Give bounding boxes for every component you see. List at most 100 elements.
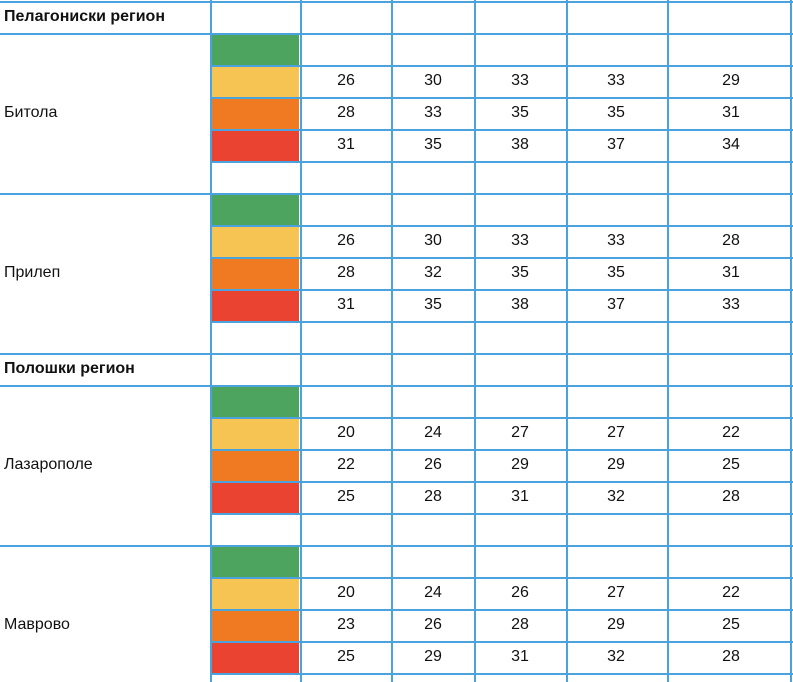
green-level-swatch [212,35,299,65]
yellow-level-swatch [212,227,299,257]
table-cell: 27 [607,424,625,441]
table-cell: 29 [607,456,625,473]
table-cell: 29 [424,648,442,665]
table-cell: 25 [722,456,740,473]
city-name: Маврово [4,616,70,633]
city-name: Прилеп [4,264,61,281]
table-cell: 34 [722,136,740,153]
column-divider [210,0,212,682]
table-cell: 26 [424,616,442,633]
table-cell: 33 [607,72,625,89]
row-divider [210,513,793,515]
row-divider [210,289,793,291]
table-cell: 25 [337,648,355,665]
table-cell: 35 [607,104,625,121]
table-cell: 31 [511,488,529,505]
row-divider [210,577,793,579]
yellow-level-swatch [212,67,299,97]
table-cell: 26 [337,72,355,89]
table-cell: 28 [722,488,740,505]
table-cell: 22 [337,456,355,473]
table-cell: 32 [424,264,442,281]
table-cell: 30 [424,232,442,249]
table-cell: 29 [722,72,740,89]
table-cell: 30 [424,72,442,89]
table-cell: 38 [511,136,529,153]
green-level-swatch [212,387,299,417]
table-cell: 29 [607,616,625,633]
table-cell: 31 [337,296,355,313]
column-divider [474,0,476,682]
orange-level-swatch [212,611,299,641]
row-divider [210,449,793,451]
yellow-level-swatch [212,579,299,609]
column-divider [790,0,792,682]
table-cell: 27 [511,424,529,441]
table-cell: 37 [607,136,625,153]
table-cell: 37 [607,296,625,313]
yellow-level-swatch [212,419,299,449]
table-cell: 28 [337,104,355,121]
green-level-swatch [212,195,299,225]
row-divider [210,65,793,67]
row-divider [210,417,793,419]
table-cell: 31 [722,264,740,281]
table-cell: 35 [511,264,529,281]
red-level-swatch [212,291,299,321]
row-divider [210,129,793,131]
red-level-swatch [212,483,299,513]
row-divider [210,225,793,227]
table-cell: 31 [511,648,529,665]
city-name: Битола [4,104,58,121]
row-divider [210,609,793,611]
block-divider [0,33,793,35]
table-cell: 20 [337,584,355,601]
table-cell: 22 [722,424,740,441]
block-divider [0,1,793,3]
table-cell: 33 [511,232,529,249]
table-cell: 24 [424,424,442,441]
red-level-swatch [212,643,299,673]
table-cell: 26 [511,584,529,601]
column-divider [300,0,302,682]
table-cell: 32 [607,648,625,665]
region-title: Пелагониски регион [4,8,165,25]
table-cell: 23 [337,616,355,633]
table-cell: 24 [424,584,442,601]
table-cell: 28 [722,648,740,665]
row-divider [210,161,793,163]
table-cell: 26 [337,232,355,249]
row-divider [210,673,793,675]
table-cell: 31 [722,104,740,121]
table-cell: 35 [424,136,442,153]
table-cell: 31 [337,136,355,153]
table-cell: 22 [722,584,740,601]
block-divider [0,193,793,195]
table-cell: 33 [722,296,740,313]
orange-level-swatch [212,99,299,129]
red-level-swatch [212,131,299,161]
table-cell: 33 [424,104,442,121]
region-title: Полошки регион [4,360,135,377]
row-divider [210,97,793,99]
row-divider [210,641,793,643]
table-cell: 28 [424,488,442,505]
table-cell: 20 [337,424,355,441]
orange-level-swatch [212,451,299,481]
column-divider [391,0,393,682]
orange-level-swatch [212,259,299,289]
block-divider [0,545,793,547]
table-cell: 38 [511,296,529,313]
column-divider [566,0,568,682]
row-divider [210,321,793,323]
table-cell: 27 [607,584,625,601]
row-divider [210,257,793,259]
table-cell: 35 [511,104,529,121]
table-cell: 35 [424,296,442,313]
table-cell: 33 [607,232,625,249]
block-divider [0,353,793,355]
table-cell: 28 [511,616,529,633]
green-level-swatch [212,547,299,577]
table-cell: 32 [607,488,625,505]
